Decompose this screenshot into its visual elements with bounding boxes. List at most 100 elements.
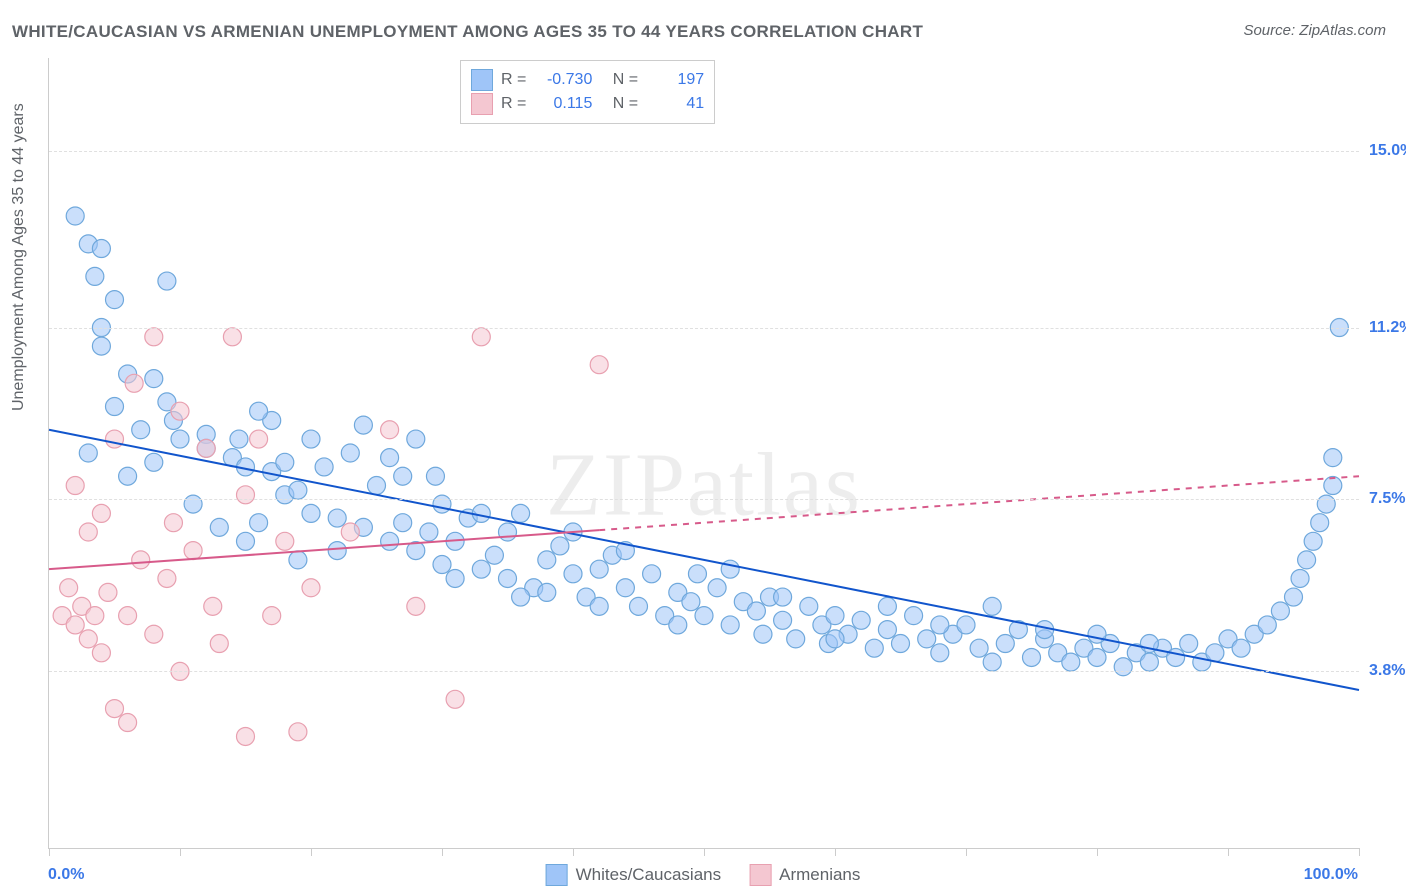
x-tick <box>573 848 574 856</box>
data-point-whites <box>158 272 176 290</box>
data-point-whites <box>381 532 399 550</box>
data-point-whites <box>106 398 124 416</box>
gridline <box>49 671 1359 672</box>
data-point-whites <box>1114 658 1132 676</box>
data-point-armenians <box>407 597 425 615</box>
x-tick <box>966 848 967 856</box>
x-tick <box>1228 848 1229 856</box>
trendline-whites <box>49 430 1359 690</box>
data-point-whites <box>145 370 163 388</box>
chart-container: WHITE/CAUCASIAN VS ARMENIAN UNEMPLOYMENT… <box>0 0 1406 892</box>
data-point-whites <box>957 616 975 634</box>
data-point-whites <box>1291 569 1309 587</box>
data-point-armenians <box>92 504 110 522</box>
data-point-whites <box>485 546 503 564</box>
data-point-whites <box>1285 588 1303 606</box>
data-point-whites <box>983 597 1001 615</box>
data-point-whites <box>1258 616 1276 634</box>
data-point-armenians <box>197 439 215 457</box>
data-point-armenians <box>158 569 176 587</box>
data-point-whites <box>512 588 530 606</box>
data-point-whites <box>826 607 844 625</box>
data-point-armenians <box>302 579 320 597</box>
data-point-whites <box>66 207 84 225</box>
x-tick <box>180 848 181 856</box>
data-point-whites <box>106 291 124 309</box>
data-point-armenians <box>590 356 608 374</box>
x-tick <box>442 848 443 856</box>
legend-label-armenians: Armenians <box>779 865 860 885</box>
data-point-armenians <box>86 607 104 625</box>
n-value-armenians: 41 <box>646 95 704 113</box>
x-tick <box>49 848 50 856</box>
data-point-armenians <box>204 597 222 615</box>
gridline <box>49 499 1359 500</box>
y-tick-label: 11.2% <box>1369 319 1406 337</box>
data-point-whites <box>119 467 137 485</box>
data-point-whites <box>892 635 910 653</box>
data-point-armenians <box>237 727 255 745</box>
data-point-whites <box>184 495 202 513</box>
swatch-whites-icon <box>471 69 493 91</box>
data-point-whites <box>721 616 739 634</box>
data-point-whites <box>1324 477 1342 495</box>
r-label: R = <box>501 71 526 89</box>
data-point-armenians <box>472 328 490 346</box>
legend-entry-armenians: Armenians <box>749 864 860 886</box>
data-point-whites <box>590 560 608 578</box>
data-point-whites <box>237 532 255 550</box>
data-point-whites <box>708 579 726 597</box>
x-axis-max-label: 100.0% <box>1304 866 1358 884</box>
gridline <box>49 151 1359 152</box>
r-value-armenians: 0.115 <box>534 95 592 113</box>
x-tick <box>311 848 312 856</box>
x-tick <box>1097 848 1098 856</box>
data-point-whites <box>1167 648 1185 666</box>
swatch-whites-icon <box>546 864 568 886</box>
data-point-whites <box>1180 635 1198 653</box>
data-point-whites <box>774 611 792 629</box>
y-tick-label: 3.8% <box>1369 662 1406 680</box>
data-point-whites <box>512 504 530 522</box>
data-point-armenians <box>132 551 150 569</box>
y-tick-label: 15.0% <box>1369 142 1406 160</box>
data-point-whites <box>878 621 896 639</box>
chart-title: WHITE/CAUCASIAN VS ARMENIAN UNEMPLOYMENT… <box>12 22 923 42</box>
data-point-armenians <box>125 374 143 392</box>
data-point-armenians <box>92 644 110 662</box>
data-point-armenians <box>60 579 78 597</box>
x-tick <box>704 848 705 856</box>
data-point-whites <box>695 607 713 625</box>
legend-series: Whites/Caucasians Armenians <box>546 864 861 886</box>
data-point-whites <box>918 630 936 648</box>
trendline-armenians-solid <box>49 530 599 569</box>
data-point-whites <box>826 630 844 648</box>
data-point-whites <box>472 560 490 578</box>
data-point-armenians <box>99 583 117 601</box>
plot-area: ZIPatlas 3.8%7.5%11.2%15.0% <box>48 58 1359 849</box>
data-point-whites <box>754 625 772 643</box>
data-point-whites <box>1140 653 1158 671</box>
data-point-armenians <box>66 477 84 495</box>
y-tick-label: 7.5% <box>1369 490 1406 508</box>
x-tick <box>1359 848 1360 856</box>
data-point-armenians <box>106 700 124 718</box>
data-point-whites <box>688 565 706 583</box>
swatch-armenians-icon <box>749 864 771 886</box>
data-point-whites <box>92 240 110 258</box>
data-point-whites <box>983 653 1001 671</box>
data-point-whites <box>250 402 268 420</box>
data-point-whites <box>590 597 608 615</box>
legend-label-whites: Whites/Caucasians <box>576 865 722 885</box>
data-point-whites <box>250 514 268 532</box>
data-point-whites <box>1304 532 1322 550</box>
data-point-whites <box>426 467 444 485</box>
legend-correlation-box: R = -0.730 N = 197 R = 0.115 N = 41 <box>460 60 715 124</box>
data-point-whites <box>276 453 294 471</box>
data-point-whites <box>328 542 346 560</box>
data-point-armenians <box>79 630 97 648</box>
data-point-whites <box>145 453 163 471</box>
data-point-whites <box>433 556 451 574</box>
data-point-whites <box>381 449 399 467</box>
x-tick <box>835 848 836 856</box>
